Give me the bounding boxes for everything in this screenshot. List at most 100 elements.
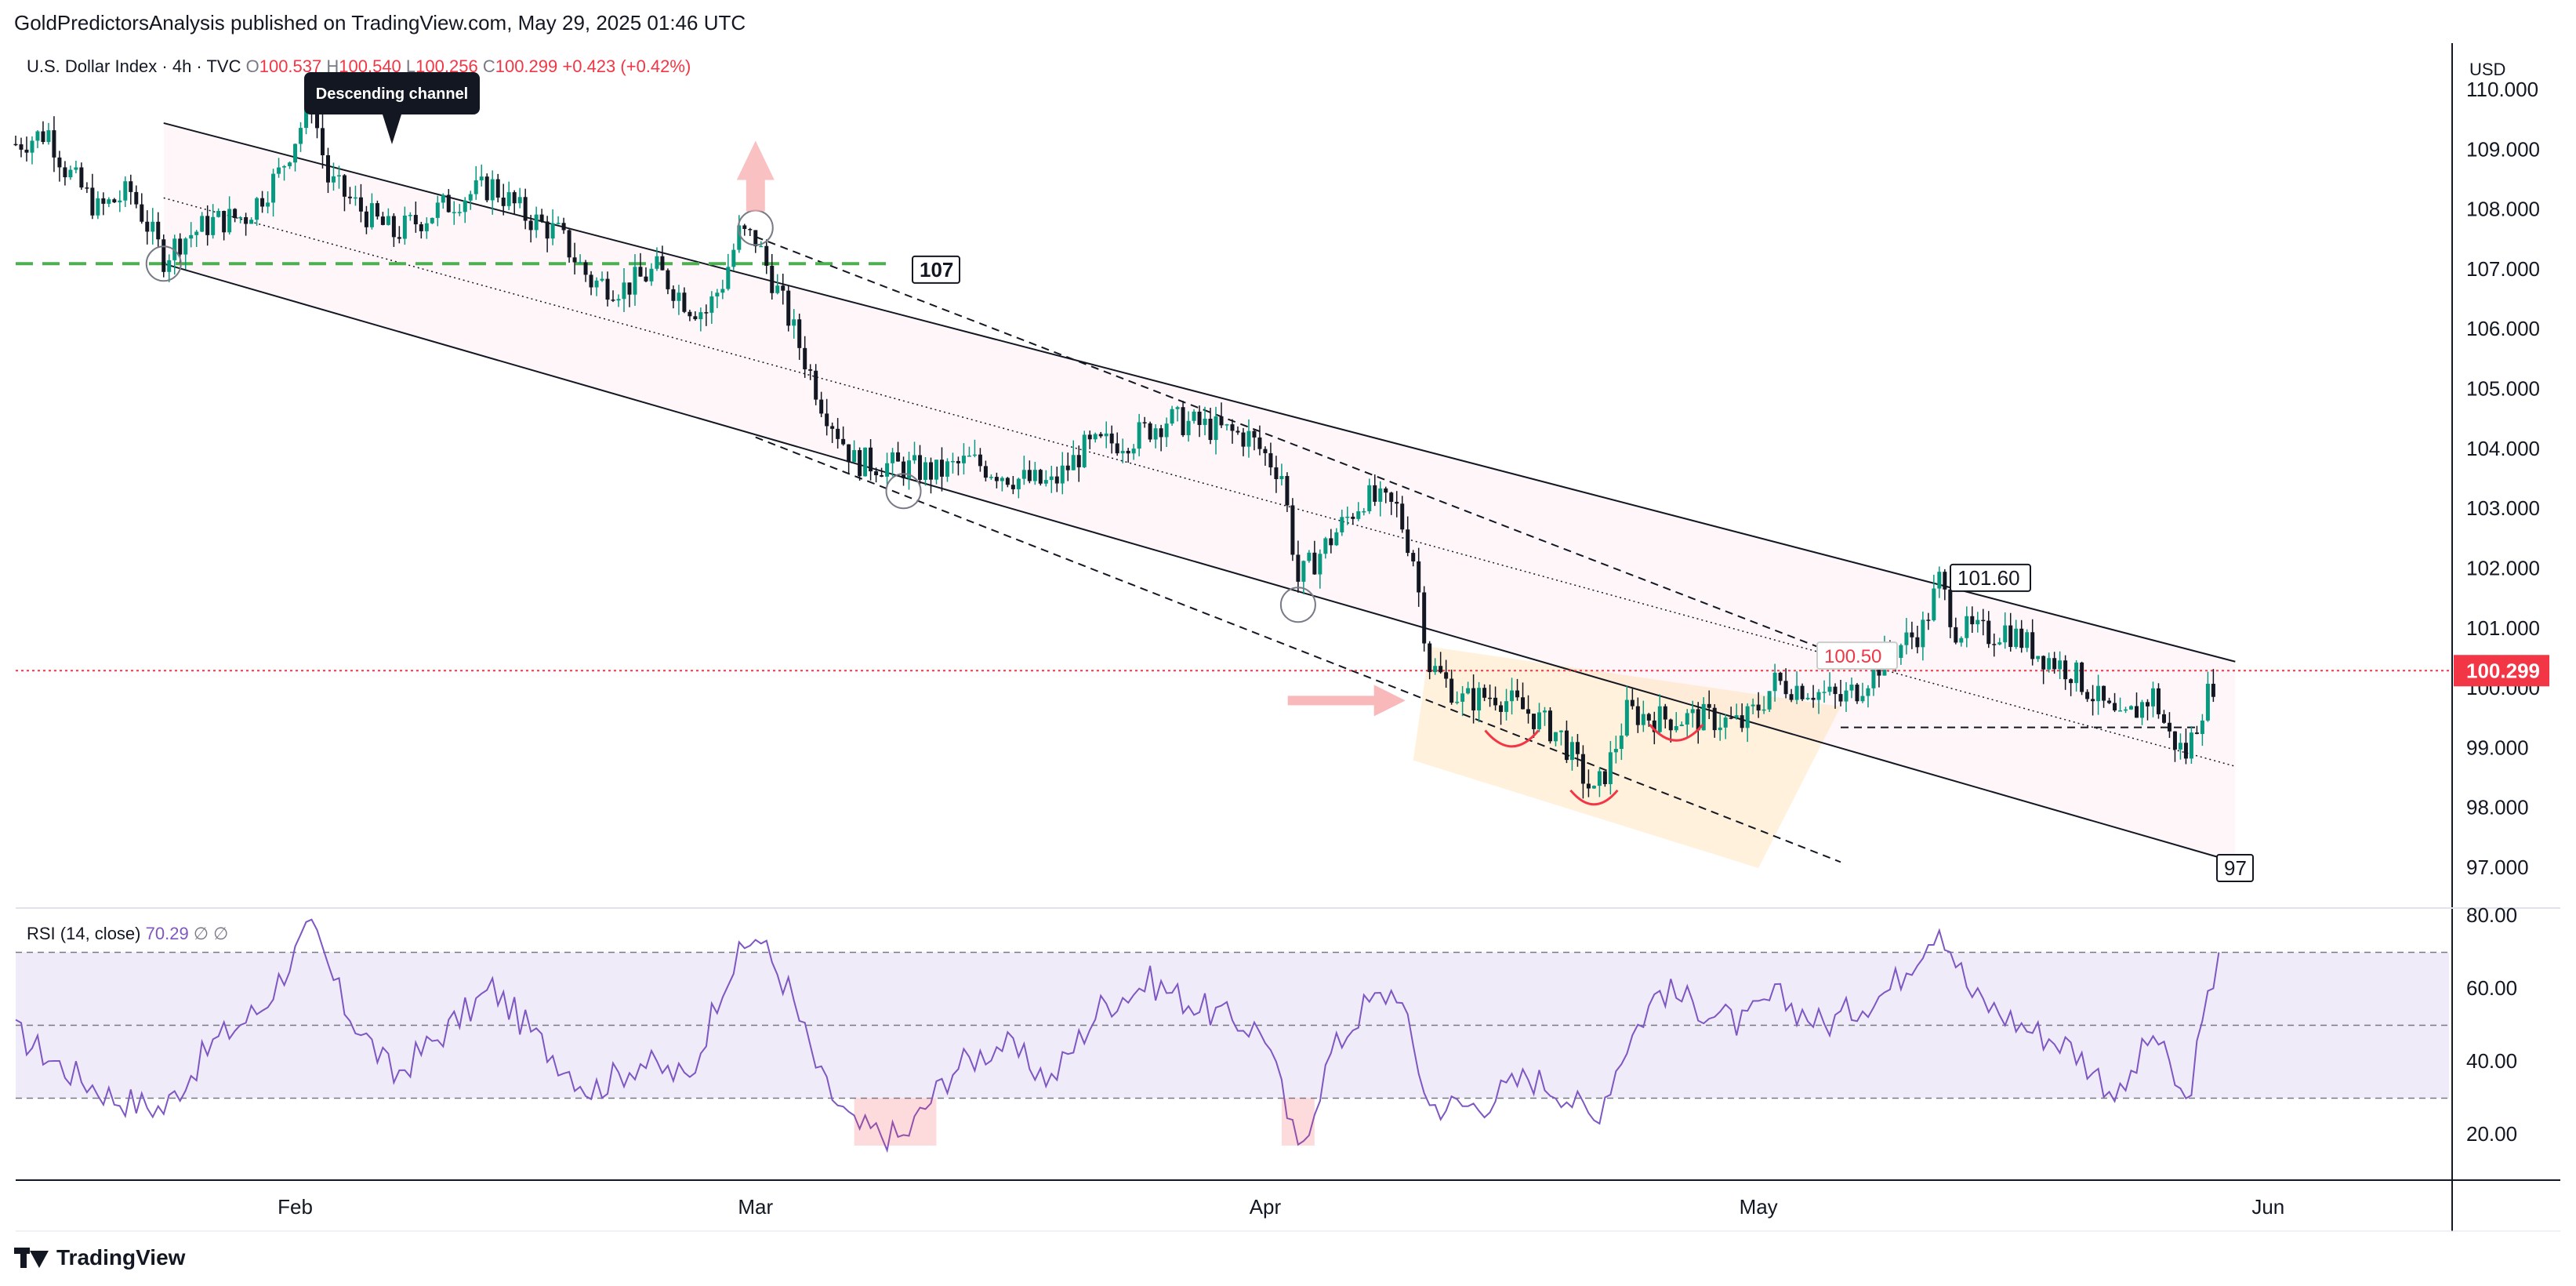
candle-body: [1318, 554, 1322, 575]
pattern-arc: [1484, 729, 1540, 748]
candle-body: [441, 194, 445, 203]
candle-body: [825, 413, 829, 427]
publisher-line: GoldPredictorsAnalysis published on Trad…: [14, 11, 746, 35]
candle-body: [2200, 720, 2204, 735]
candle-body: [271, 173, 276, 203]
candle-body: [539, 214, 544, 222]
candle-body: [720, 289, 725, 293]
candle-body: [2041, 656, 2046, 670]
candle-body: [2063, 660, 2068, 680]
high-value: 100.540: [339, 56, 401, 76]
candle-body: [1219, 416, 1224, 426]
candle-body: [342, 175, 346, 197]
candle-body: [1899, 645, 1903, 658]
candle-body: [57, 157, 62, 168]
candle-body: [1203, 418, 1207, 425]
candle-body: [1997, 642, 2002, 645]
candle-body: [2008, 625, 2013, 648]
candle-body: [891, 452, 895, 463]
candle-body: [1965, 616, 1969, 638]
candle-body: [446, 194, 451, 213]
candle-body: [704, 312, 709, 314]
candle-body: [1192, 412, 1196, 421]
candle-body: [1296, 554, 1301, 582]
candle-body: [1932, 588, 1936, 621]
candle-body: [1811, 697, 1816, 700]
candle-body: [183, 238, 188, 255]
candle-body: [770, 265, 775, 293]
open-value: 100.537: [259, 56, 322, 76]
rsi-oversold-fill: [1281, 1098, 1315, 1146]
candle-body: [748, 228, 753, 231]
time-tick-label: May: [1740, 1195, 1778, 1219]
candle-body: [1986, 620, 1991, 645]
candle-body: [2003, 625, 2008, 643]
price-tick-label: 98.000: [2466, 796, 2529, 819]
change-value: +0.423 (+0.42%): [562, 56, 691, 76]
candle-body: [912, 455, 917, 461]
candle-body: [1794, 685, 1799, 700]
candle-body: [1000, 478, 1004, 481]
candle-body: [1635, 706, 1640, 725]
candle-body: [24, 149, 29, 153]
candle-body: [847, 444, 851, 463]
candle-body: [655, 256, 659, 269]
tradingview-logo-icon: [14, 1248, 49, 1268]
candle-body: [874, 471, 879, 476]
candle-body: [1910, 632, 1914, 638]
candle-body: [1532, 714, 1537, 729]
candle-body: [1926, 619, 1931, 621]
candle-body: [1679, 725, 1684, 727]
candle-body: [299, 128, 303, 144]
candle-body: [1586, 783, 1591, 789]
candle-body: [605, 278, 610, 300]
candle-body: [85, 187, 89, 189]
candle-body: [1954, 627, 1958, 643]
candle-body: [567, 230, 571, 258]
support-label: 107: [920, 258, 953, 282]
candle-body: [1170, 409, 1174, 424]
candle-body: [1005, 478, 1010, 485]
candle-body: [1761, 709, 1766, 711]
candle-body: [698, 312, 703, 320]
time-tick-label: Mar: [738, 1195, 773, 1219]
candle-body: [380, 216, 385, 225]
candle-body: [1756, 704, 1761, 711]
price-tick-label: 105.000: [2466, 377, 2540, 401]
candle-body: [96, 198, 100, 216]
candle-body: [1131, 449, 1136, 454]
candle-body: [677, 292, 681, 301]
candle-body: [1471, 688, 1476, 710]
tradingview-logo[interactable]: TradingView: [14, 1245, 185, 1270]
candle-body: [633, 267, 637, 295]
callout-pointer: [383, 114, 401, 144]
candle-body: [1712, 707, 1717, 731]
touch-circle: [885, 473, 922, 510]
candle-body: [923, 462, 928, 480]
candle-body: [814, 370, 818, 400]
candle-body: [1126, 450, 1130, 454]
candle-body: [682, 292, 687, 312]
candle-body: [956, 460, 960, 463]
candle-body: [742, 225, 747, 229]
candle-body: [830, 426, 835, 429]
candle-body: [2140, 702, 2145, 718]
close-value: 100.299: [495, 56, 558, 76]
candle-body: [1098, 434, 1103, 437]
candle-body: [1740, 715, 1744, 728]
candle-body: [1252, 430, 1257, 438]
candle-body: [2096, 685, 2101, 702]
candle-body: [1734, 715, 1739, 718]
candle-body: [2161, 714, 2166, 723]
candle-body: [13, 143, 18, 146]
candle-body: [1208, 418, 1213, 441]
candle-body: [2052, 658, 2057, 670]
candle-body: [907, 460, 912, 478]
candle-body: [978, 454, 982, 467]
candle-body: [1624, 699, 1629, 736]
candle-body: [1049, 476, 1054, 481]
candle-body: [413, 215, 418, 225]
candle-body: [353, 197, 357, 199]
candle-body: [1772, 672, 1777, 692]
